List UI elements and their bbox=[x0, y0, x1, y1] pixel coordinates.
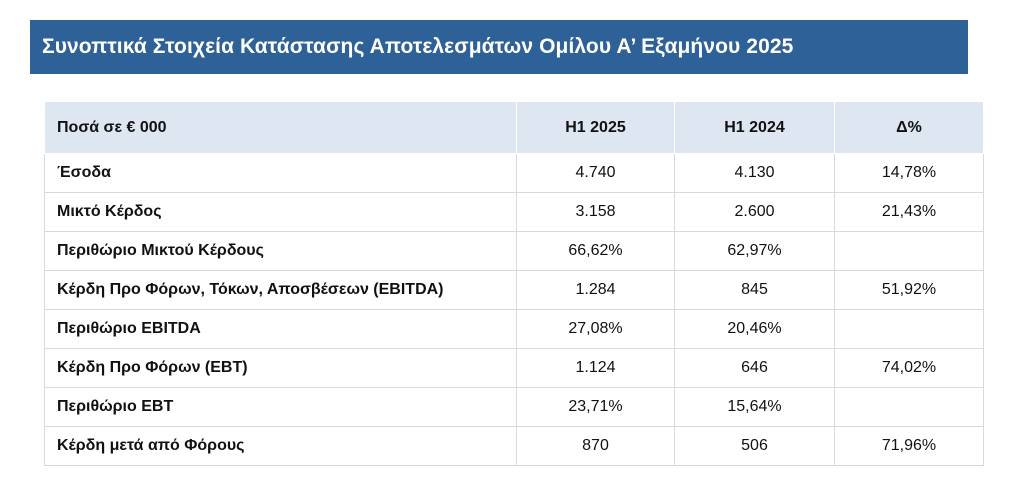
cell-h1-2024: 2.600 bbox=[674, 192, 835, 232]
table-row: Περιθώριο Μικτού Κέρδους 66,62% 62,97% bbox=[44, 231, 984, 271]
cell-change-pct: 21,43% bbox=[834, 192, 984, 232]
table-row: Κέρδη Προ Φόρων, Τόκων, Αποσβέσεων (EBIT… bbox=[44, 270, 984, 310]
header-amounts: Ποσά σε € 000 bbox=[44, 101, 517, 154]
row-label: Έσοδα bbox=[44, 153, 517, 193]
title-banner: Συνοπτικά Στοιχεία Κατάστασης Αποτελεσμά… bbox=[30, 20, 968, 74]
header-h1-2025: H1 2025 bbox=[516, 101, 675, 154]
cell-h1-2025: 27,08% bbox=[516, 309, 675, 349]
cell-h1-2024: 506 bbox=[674, 426, 835, 466]
table-row: Κέρδη Προ Φόρων (EBT) 1.124 646 74,02% bbox=[44, 348, 984, 388]
cell-h1-2024: 20,46% bbox=[674, 309, 835, 349]
cell-change-pct: 14,78% bbox=[834, 153, 984, 193]
cell-change-pct: 71,96% bbox=[834, 426, 984, 466]
cell-h1-2025: 1.124 bbox=[516, 348, 675, 388]
cell-h1-2024: 646 bbox=[674, 348, 835, 388]
header-h1-2024: H1 2024 bbox=[674, 101, 835, 154]
cell-change-pct bbox=[834, 231, 984, 271]
results-table-container: Ποσά σε € 000 H1 2025 H1 2024 Δ% Έσοδα 4… bbox=[44, 101, 984, 466]
row-label: Κέρδη μετά από Φόρους bbox=[44, 426, 517, 466]
row-label: Περιθώριο EBT bbox=[44, 387, 517, 427]
cell-h1-2025: 870 bbox=[516, 426, 675, 466]
cell-h1-2024: 62,97% bbox=[674, 231, 835, 271]
table-row: Κέρδη μετά από Φόρους 870 506 71,96% bbox=[44, 426, 984, 466]
header-change-pct: Δ% bbox=[834, 101, 984, 154]
row-label: Περιθώριο Μικτού Κέρδους bbox=[44, 231, 517, 271]
cell-change-pct: 74,02% bbox=[834, 348, 984, 388]
table-row: Περιθώριο EBITDA 27,08% 20,46% bbox=[44, 309, 984, 349]
row-label: Κέρδη Προ Φόρων (EBT) bbox=[44, 348, 517, 388]
table-row: Έσοδα 4.740 4.130 14,78% bbox=[44, 153, 984, 193]
page-title: Συνοπτικά Στοιχεία Κατάστασης Αποτελεσμά… bbox=[42, 35, 794, 58]
cell-h1-2025: 4.740 bbox=[516, 153, 675, 193]
cell-change-pct bbox=[834, 309, 984, 349]
cell-h1-2025: 1.284 bbox=[516, 270, 675, 310]
results-table: Ποσά σε € 000 H1 2025 H1 2024 Δ% Έσοδα 4… bbox=[44, 101, 984, 466]
cell-change-pct bbox=[834, 387, 984, 427]
table-row: Περιθώριο EBT 23,71% 15,64% bbox=[44, 387, 984, 427]
cell-h1-2025: 66,62% bbox=[516, 231, 675, 271]
cell-change-pct: 51,92% bbox=[834, 270, 984, 310]
row-label: Περιθώριο EBITDA bbox=[44, 309, 517, 349]
cell-h1-2024: 845 bbox=[674, 270, 835, 310]
cell-h1-2025: 3.158 bbox=[516, 192, 675, 232]
cell-h1-2024: 4.130 bbox=[674, 153, 835, 193]
table-row: Μικτό Κέρδος 3.158 2.600 21,43% bbox=[44, 192, 984, 232]
table-header-row: Ποσά σε € 000 H1 2025 H1 2024 Δ% bbox=[44, 101, 984, 154]
cell-h1-2024: 15,64% bbox=[674, 387, 835, 427]
row-label: Μικτό Κέρδος bbox=[44, 192, 517, 232]
cell-h1-2025: 23,71% bbox=[516, 387, 675, 427]
row-label: Κέρδη Προ Φόρων, Τόκων, Αποσβέσεων (EBIT… bbox=[44, 270, 517, 310]
